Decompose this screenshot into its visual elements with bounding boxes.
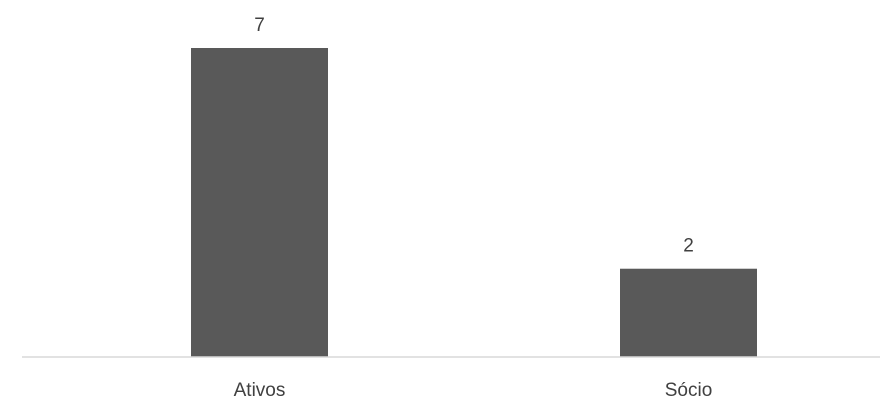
x-tick-label-ativos: Ativos [234,380,286,401]
data-label-socio: 2 [683,236,694,257]
bar-socio [620,268,757,357]
bar-ativos [191,48,328,357]
x-tick-label-socio: Sócio [665,380,713,401]
labels-group: 7 Ativos 2 Sócio [234,15,713,401]
data-label-ativos: 7 [254,15,265,36]
bars-group [191,48,757,357]
